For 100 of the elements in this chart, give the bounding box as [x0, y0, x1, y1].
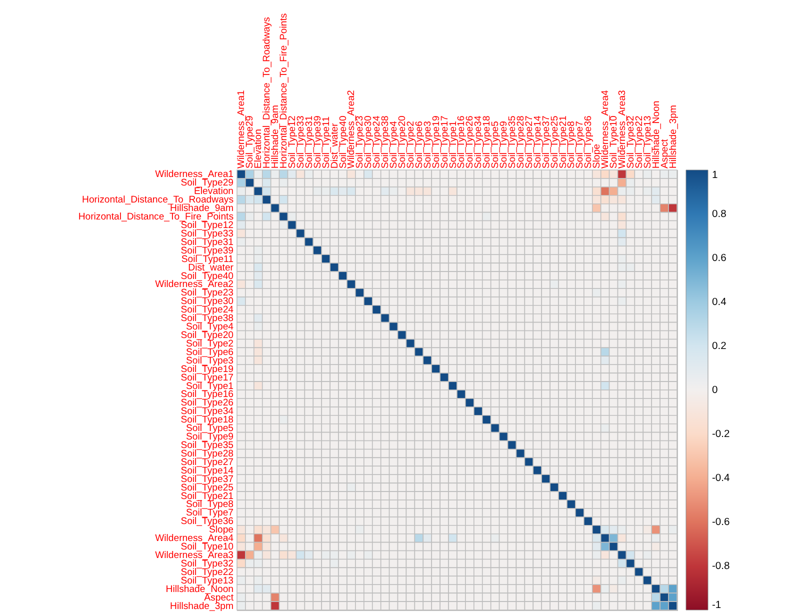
y-tick-label: Horizontal_Distance_To_Fire_Points — [78, 212, 234, 223]
y-tick-label: Soil_Type37 — [180, 474, 234, 485]
y-tick-label: Soil_Type3 — [186, 355, 234, 366]
x-tick-label: Soil_Type25 — [549, 116, 560, 168]
x-tick-label: Soil_Type2 — [405, 121, 416, 168]
color-bar-label: 0.2 — [712, 341, 727, 352]
x-tick-label: Hillshade_3pm — [668, 105, 679, 168]
x-tick-label: Soil_Type8 — [566, 121, 578, 168]
x-tick-label: Soil_Type12 — [287, 116, 298, 168]
x-tick-label: Soil_Type22 — [634, 116, 645, 168]
x-tick-label: Soil_Type18 — [482, 116, 493, 168]
x-tick-label: Soil_Type35 — [507, 116, 518, 168]
y-tick-label: Soil_Type19 — [180, 364, 234, 375]
y-tick-label: Wilderness_Area2 — [155, 279, 234, 290]
y-tick-label: Soil_Type11 — [181, 254, 234, 265]
x-tick-label: Soil_Type4 — [388, 120, 400, 168]
x-tick-label: Soil_Type1 — [448, 121, 459, 168]
y-tick-label: Soil_Type14 — [180, 465, 234, 476]
color-bar-label: -0.4 — [712, 473, 730, 484]
x-tick-label: Soil_Type21 — [558, 116, 569, 168]
y-tick-label: Soil_Type5 — [186, 423, 234, 434]
color-bar-label: 1 — [712, 170, 718, 181]
x-tick-label: Soil_Type32 — [625, 116, 636, 168]
x-tick-label: Soil_Type33 — [295, 116, 306, 168]
y-tick-label: Soil_Type4 — [186, 322, 234, 333]
y-tick-label: Soil_Type33 — [180, 228, 234, 240]
y-tick-label: Wilderness_Area3 — [155, 550, 234, 561]
y-tick-label: Aspect — [204, 592, 234, 604]
y-tick-label: Soil_Type24 — [180, 304, 234, 316]
x-tick-label: Soil_Type11 — [320, 116, 332, 168]
y-tick-label: Soil_Type40 — [180, 270, 234, 282]
x-tick-label: Hillshade_9am — [270, 105, 282, 168]
x-tick-label: Soil_Type30 — [363, 116, 374, 168]
y-tick-label: Soil_Type34 — [180, 406, 234, 418]
x-tick-label: Soil_Type6 — [414, 121, 425, 168]
x-tick-label: Wilderness_Area4 — [600, 89, 612, 168]
x-tick-label: Soil_Type20 — [397, 116, 408, 168]
x-tick-label: Soil_Type39 — [312, 116, 324, 168]
y-tick-label: Soil_Type1 — [186, 380, 234, 392]
color-bar-label: 0.6 — [712, 253, 727, 264]
x-tick-label: Wilderness_Area3 — [617, 90, 628, 168]
color-bar-label: 0.4 — [712, 297, 727, 308]
y-tick-label: Soil_Type7 — [186, 508, 234, 519]
x-tick-label: Soil_Type5 — [490, 121, 502, 168]
y-tick-label: Soil_Type26 — [180, 398, 234, 409]
y-tick-label: Soil_Type38 — [180, 313, 234, 324]
y-tick-label: Soil_Type29 — [180, 178, 234, 189]
y-tick-label: Soil_Type21 — [180, 490, 234, 502]
y-tick-label: Soil_Type23 — [180, 288, 234, 299]
x-tick-label: Soil_Type36 — [583, 116, 594, 168]
x-tick-label: Soil_Type37 — [540, 116, 552, 168]
x-tick-label: Soil_Type26 — [464, 116, 476, 168]
y-tick-label: Soil_Type20 — [180, 330, 234, 341]
x-tick-label: Soil_Type14 — [532, 115, 544, 168]
y-tick-label: Hillshade_3pm — [170, 600, 234, 612]
color-bar-label: -1 — [712, 600, 722, 611]
y-tick-label: Soil_Type32 — [180, 558, 234, 570]
x-tick-label: Soil_Type31 — [304, 116, 315, 168]
x-tick-label: Soil_Type13 — [642, 116, 654, 168]
y-tick-label: Soil_Type8 — [186, 499, 234, 510]
color-bar-label: -0.6 — [712, 517, 730, 528]
x-tick-label: Hillshade_Noon — [650, 100, 662, 168]
x-tick-label: Soil_Type3 — [422, 121, 434, 168]
y-tick-label: Soil_Type16 — [180, 389, 234, 400]
x-tick-label: Soil_Type9 — [498, 121, 510, 168]
color-bar-label: -0.8 — [712, 561, 730, 572]
color-bar-label: 0 — [712, 385, 718, 396]
y-tick-label: Horizontal_Distance_To_Roadways — [82, 194, 234, 206]
y-tick-label: Soil_Type10 — [180, 542, 234, 553]
x-tick-label: Soil_Type38 — [380, 116, 392, 168]
y-tick-label: Soil_Type39 — [180, 245, 234, 256]
y-tick-label: Wilderness_Area1 — [155, 169, 234, 180]
x-tick-label: Soil_Type7 — [574, 121, 586, 168]
x-tick-label: Wilderness_Area2 — [346, 90, 358, 168]
y-tick-label: Soil_Type30 — [180, 296, 234, 308]
y-tick-label: Soil_Type28 — [180, 448, 234, 460]
y-tick-label: Soil_Type6 — [186, 346, 234, 358]
y-tick-label: Wilderness_Area4 — [155, 533, 234, 544]
y-tick-label: Slope — [208, 524, 234, 536]
y-tick-label: Hillshade_Noon — [166, 584, 234, 595]
x-tick-label: Soil_Type17 — [439, 116, 450, 168]
x-tick-label: Soil_Type28 — [515, 116, 526, 168]
y-tick-label: Soil_Type9 — [186, 432, 234, 443]
x-tick-label: Soil_Type24 — [372, 115, 383, 168]
y-tick-label: Soil_Type27 — [180, 456, 234, 468]
y-tick-label: Soil_Type36 — [180, 516, 234, 528]
y-tick-label: Soil_Type22 — [180, 566, 234, 578]
color-bar-label: 0.8 — [712, 209, 727, 220]
color-bar-label: -0.2 — [712, 429, 730, 440]
y-tick-label: Dist_water — [188, 262, 234, 274]
y-tick-label: Soil_Type12 — [180, 220, 234, 231]
x-tick-label: Soil_Type19 — [430, 116, 442, 168]
y-tick-label: Soil_Type31 — [180, 236, 234, 248]
y-tick-label: Soil_Type13 — [180, 575, 234, 586]
x-tick-label: Soil_Type34 — [473, 115, 484, 168]
x-tick-label: Soil_Type16 — [456, 116, 468, 168]
y-tick-label: Soil_Type2 — [186, 338, 234, 350]
y-tick-label: Soil_Type35 — [180, 440, 234, 451]
x-tick-label: Aspect — [659, 138, 670, 168]
y-tick-label: Soil_Type17 — [180, 372, 234, 384]
